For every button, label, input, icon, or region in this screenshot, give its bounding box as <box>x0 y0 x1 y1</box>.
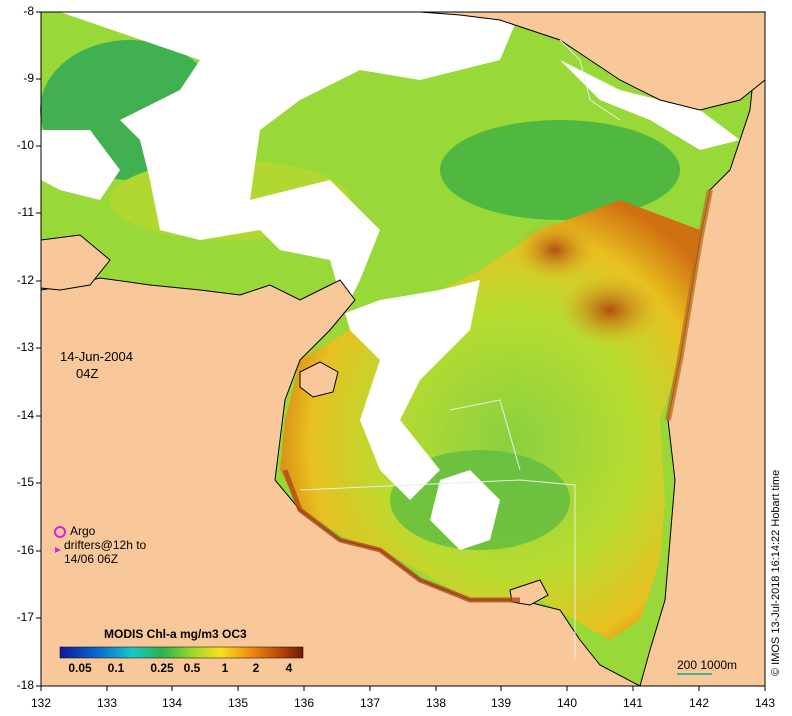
argo-marker <box>54 526 66 538</box>
land-groote-eylandt <box>299 361 339 398</box>
lat-tick-label: -8 <box>23 4 34 18</box>
colorbar-tick: 0.1 <box>107 661 125 675</box>
lat-tick-label: -13 <box>16 340 34 354</box>
lon-tick-label: 138 <box>425 696 447 710</box>
drifter-marker <box>55 547 61 553</box>
lon-tick-label: 134 <box>161 696 183 710</box>
colorbar-tick: 2 <box>252 661 260 675</box>
colorbar-title: MODIS Chl-a mg/m3 OC3 <box>104 627 247 641</box>
argo-legend: Argo drifters@12h to 14/06 06Z <box>54 524 146 566</box>
lon-tick-label: 132 <box>30 696 52 710</box>
map-area <box>40 11 766 687</box>
colorbar-tick: 4 <box>285 661 293 675</box>
lat-tick-label: -17 <box>16 610 34 624</box>
lon-tick-label: 143 <box>754 696 776 710</box>
land-northern-territory <box>40 277 641 687</box>
lat-tick-label: -11 <box>17 205 34 219</box>
cloud-mask <box>41 130 120 200</box>
lat-tick-label: -10 <box>16 138 34 152</box>
lon-tick-label: 140 <box>556 696 578 710</box>
lon-tick-label: 142 <box>688 696 710 710</box>
lat-tick-label: -12 <box>16 273 34 287</box>
chl-hotspot <box>515 220 595 280</box>
coastal-high-chl <box>665 189 713 421</box>
lon-tick-label: 136 <box>293 696 315 710</box>
lat-tick-label: -18 <box>16 678 34 692</box>
lat-tick-label: -14 <box>16 408 34 422</box>
chl-hotspot <box>560 275 660 345</box>
scale-bar-label: 200 1000m <box>677 658 738 672</box>
colorbar-tick: 1 <box>221 661 229 675</box>
date-time-label: 14-Jun-2004 04Z <box>60 348 133 382</box>
drifters-date: 14/06 06Z <box>64 552 119 566</box>
map-border <box>40 11 766 687</box>
lon-tick-label: 141 <box>622 696 644 710</box>
lon-tick-label: 135 <box>227 696 249 710</box>
cloud-mask <box>60 12 520 500</box>
lat-tick-label: -9 <box>23 71 34 85</box>
lat-tick-label: -15 <box>16 475 34 489</box>
cloud-mask <box>560 60 740 150</box>
axis-ticks <box>36 11 766 691</box>
colorbar-tick: 0.25 <box>150 661 174 675</box>
colorbar-tick: 0.5 <box>183 661 201 675</box>
lon-tick-label: 133 <box>96 696 118 710</box>
lat-tick-label: -16 <box>16 543 34 557</box>
cloud-mask <box>430 470 500 550</box>
time-text: 04Z <box>76 366 99 381</box>
lon-tick-label: 137 <box>359 696 381 710</box>
boundary-line <box>559 39 621 121</box>
colorbar <box>59 646 304 659</box>
boundary-line <box>449 399 521 471</box>
drifters-label: drifters@12h to <box>64 538 147 552</box>
date-text: 14-Jun-2004 <box>60 349 133 364</box>
argo-label: Argo <box>70 524 96 538</box>
colorbar-tick: 0.05 <box>68 661 92 675</box>
lon-tick-label: 139 <box>490 696 512 710</box>
coastal-high-chl <box>282 469 520 603</box>
boundary-line <box>299 479 576 660</box>
credit-text: © IMOS 13-Jul-2018 16:14:22 Hobart time <box>770 469 782 676</box>
chl-patch <box>440 120 680 220</box>
